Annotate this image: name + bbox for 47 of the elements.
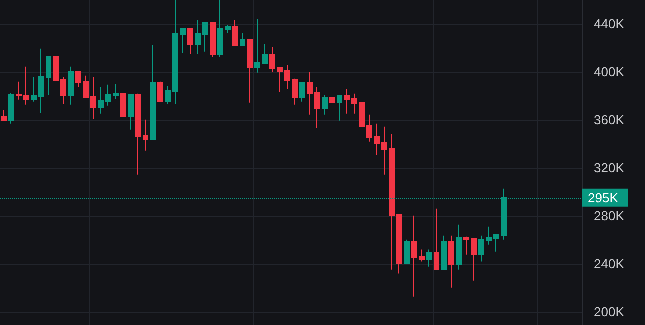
candlestick <box>292 78 298 106</box>
candlestick <box>478 235 484 262</box>
y-tick-label: 240K <box>594 256 625 272</box>
candlestick <box>240 32 245 46</box>
candlestick <box>157 81 163 102</box>
candlestick <box>210 22 216 58</box>
candlestick <box>1 109 7 122</box>
candlestick <box>456 224 462 270</box>
candlestick <box>217 0 223 58</box>
candlestick <box>471 238 477 282</box>
y-tick-label: 200K <box>594 304 625 320</box>
candlestick <box>8 92 14 124</box>
candlestick <box>441 235 447 270</box>
candlestick <box>434 208 439 270</box>
candlestick <box>463 236 469 256</box>
candlestick <box>426 249 432 268</box>
candlestick <box>46 56 51 96</box>
ref-line-label: 295K <box>588 190 619 206</box>
candlestick <box>150 44 156 140</box>
candlestick <box>225 24 231 34</box>
y-tick-label: 280K <box>594 208 625 224</box>
candlestick <box>75 71 81 88</box>
candlestick <box>419 249 425 262</box>
candlestick <box>262 44 268 64</box>
candlestick <box>337 95 342 122</box>
candlestick <box>329 97 335 104</box>
y-tick-label: 400K <box>594 64 625 80</box>
candlestick <box>128 94 134 130</box>
candlestick <box>187 28 193 54</box>
candlestick <box>269 46 275 72</box>
candlestick <box>135 93 141 176</box>
candlestick <box>113 83 119 100</box>
candlestick <box>322 94 328 116</box>
candlestick <box>448 235 454 288</box>
candlestick <box>254 18 260 74</box>
y-tick-label: 360K <box>594 112 625 128</box>
candlestick <box>232 20 238 46</box>
candlestick <box>143 119 148 152</box>
candlestick <box>68 66 74 106</box>
candlestick <box>411 215 417 298</box>
candlestick <box>299 82 305 102</box>
candlestick <box>404 239 410 264</box>
y-tick-label: 440K <box>594 16 625 32</box>
y-tick-label: 320K <box>594 160 625 176</box>
candlestick <box>247 39 253 104</box>
candlestick <box>120 93 126 118</box>
candlestick <box>180 28 186 54</box>
